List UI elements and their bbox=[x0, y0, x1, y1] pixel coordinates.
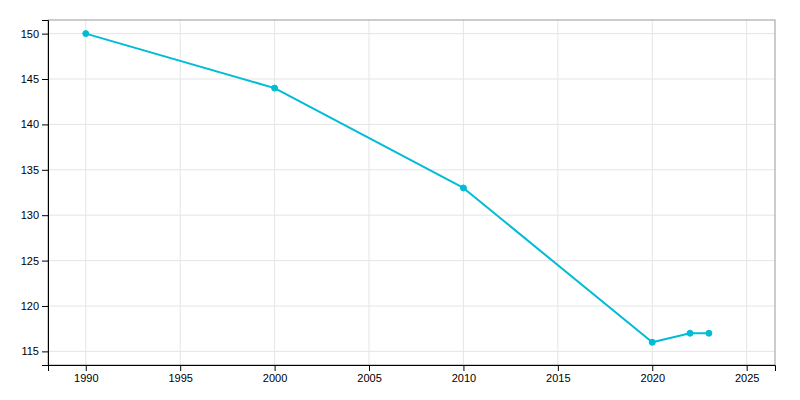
y-tick-label: 135 bbox=[21, 164, 39, 176]
y-tick: 150 bbox=[21, 28, 48, 40]
grid bbox=[48, 20, 775, 365]
x-tick: 1995 bbox=[168, 365, 192, 384]
y-grid-line bbox=[48, 169, 775, 170]
point bbox=[272, 85, 278, 91]
y-tick-label: 145 bbox=[21, 73, 39, 85]
x-tick-mark bbox=[275, 365, 276, 371]
point bbox=[460, 185, 466, 191]
point bbox=[649, 339, 655, 345]
x-tick-label: 2010 bbox=[452, 372, 476, 384]
x-grid-line bbox=[274, 20, 275, 365]
x-tick: 2020 bbox=[641, 365, 665, 384]
point bbox=[83, 31, 89, 37]
x-grid-line bbox=[557, 20, 558, 365]
y-axis: 115 120 125 130 135 140 145 150 bbox=[21, 21, 49, 366]
x-tick: 1990 bbox=[74, 365, 98, 384]
y-tick-mark bbox=[42, 261, 48, 262]
x-tick-mark bbox=[369, 365, 370, 371]
y-tick-mark bbox=[42, 34, 48, 35]
line bbox=[86, 34, 709, 343]
x-tick-mark bbox=[652, 365, 653, 371]
y-tick-mark bbox=[42, 306, 48, 307]
plot-frame bbox=[48, 20, 775, 365]
point bbox=[687, 330, 693, 336]
x-tick: 2025 bbox=[735, 365, 759, 384]
y-tick-label: 140 bbox=[21, 118, 39, 130]
x-grid-line bbox=[369, 20, 370, 365]
x-grid-line bbox=[85, 20, 86, 365]
y-tick: 135 bbox=[21, 164, 48, 176]
x-grid-line bbox=[463, 20, 464, 365]
x-tick-label: 2025 bbox=[735, 372, 759, 384]
x-tick: 2000 bbox=[263, 365, 287, 384]
y-grid-line bbox=[48, 124, 775, 125]
x-tick: 2015 bbox=[546, 365, 570, 384]
x-tick-label: 2005 bbox=[357, 372, 381, 384]
y-grid-line bbox=[48, 33, 775, 34]
x-tick-label: 1995 bbox=[168, 372, 192, 384]
x-axis-line bbox=[49, 366, 776, 372]
y-tick: 125 bbox=[21, 255, 48, 267]
y-tick-mark bbox=[42, 351, 48, 352]
y-tick-mark bbox=[42, 79, 48, 80]
x-grid-line bbox=[652, 20, 653, 365]
x-tick-label: 1990 bbox=[74, 372, 98, 384]
chart: 1990 1995 2000 2005 2010 2015 2020 2025 115 120 12… bbox=[0, 0, 800, 400]
x-tick: 2010 bbox=[452, 365, 476, 384]
y-tick: 140 bbox=[21, 118, 48, 130]
x-tick: 2005 bbox=[357, 365, 381, 384]
x-grid-line bbox=[746, 20, 747, 365]
x-tick-label: 2015 bbox=[546, 372, 570, 384]
y-tick: 145 bbox=[21, 73, 48, 85]
y-tick-label: 130 bbox=[21, 209, 39, 221]
y-tick-label: 120 bbox=[21, 300, 39, 312]
x-tick-label: 2020 bbox=[641, 372, 665, 384]
x-tick-mark bbox=[86, 365, 87, 371]
y-tick: 130 bbox=[21, 209, 48, 221]
y-grid-line bbox=[48, 305, 775, 306]
x-axis: 1990 1995 2000 2005 2010 2015 2020 2025 bbox=[49, 365, 776, 384]
y-tick: 115 bbox=[21, 345, 48, 357]
y-tick-mark bbox=[42, 215, 48, 216]
y-tick-mark bbox=[42, 124, 48, 125]
x-tick-mark bbox=[180, 365, 181, 371]
x-grid-line bbox=[180, 20, 181, 365]
point bbox=[706, 330, 712, 336]
y-tick-label: 150 bbox=[21, 28, 39, 40]
x-tick-label: 2000 bbox=[263, 372, 287, 384]
y-tick-mark bbox=[42, 170, 48, 171]
y-tick-label: 125 bbox=[21, 255, 39, 267]
y-tick-label: 115 bbox=[21, 345, 39, 357]
x-tick-mark bbox=[558, 365, 559, 371]
y-grid-line bbox=[48, 79, 775, 80]
y-grid-line bbox=[48, 215, 775, 216]
marks bbox=[83, 31, 712, 346]
y-tick: 120 bbox=[21, 300, 48, 312]
x-tick-mark bbox=[463, 365, 464, 371]
x-tick-mark bbox=[747, 365, 748, 371]
y-axis-line bbox=[42, 21, 49, 366]
y-grid-line bbox=[48, 260, 775, 261]
plot: 1990 1995 2000 2005 2010 2015 2020 2025 115 120 12… bbox=[21, 20, 776, 384]
y-grid-line bbox=[48, 351, 775, 352]
